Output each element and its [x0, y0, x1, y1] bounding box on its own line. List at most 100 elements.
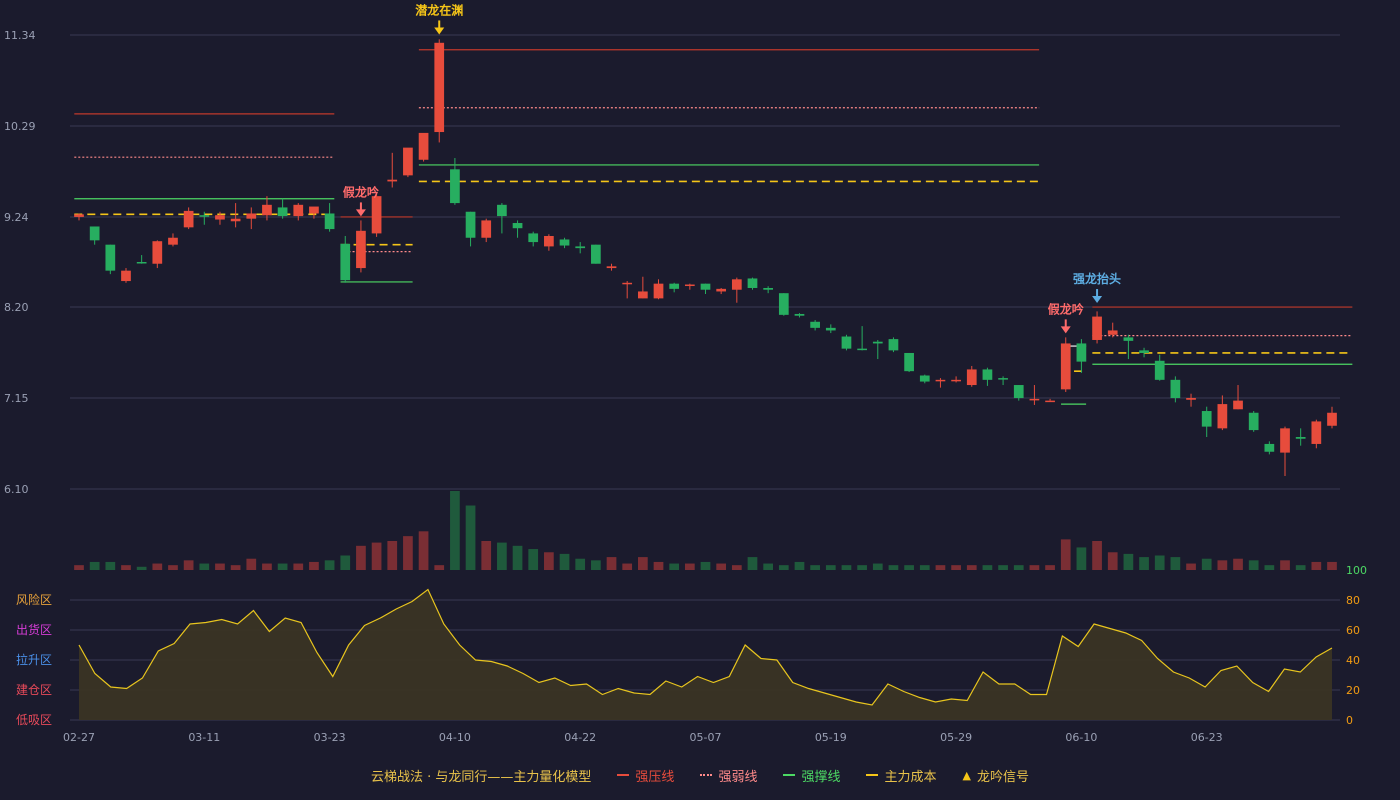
- signal-label: 假龙吟: [1048, 301, 1084, 316]
- candle-body: [575, 246, 586, 249]
- candle: [1107, 322, 1118, 338]
- candle-body: [904, 352, 914, 372]
- x-tick-label: 05-19: [815, 731, 847, 744]
- candle: [888, 337, 899, 353]
- volume-bar: [591, 560, 601, 570]
- candle-body: [528, 233, 539, 243]
- candle: [778, 293, 789, 316]
- right-tick-label: 80: [1346, 594, 1360, 607]
- candle: [716, 287, 727, 295]
- signal-marker: 假龙吟: [343, 184, 379, 217]
- candle-body: [998, 378, 1008, 380]
- candle: [622, 281, 633, 299]
- volume-bar: [1060, 539, 1071, 570]
- candle: [450, 158, 460, 205]
- candle: [497, 203, 507, 234]
- volume-bar: [637, 557, 648, 570]
- candle: [418, 132, 429, 162]
- candle: [731, 277, 742, 303]
- volume-bar: [1170, 557, 1181, 570]
- candle-body: [293, 204, 304, 217]
- candle: [168, 233, 178, 247]
- candle: [340, 236, 351, 283]
- volume-bar: [1092, 540, 1102, 570]
- candle-body: [1123, 337, 1134, 341]
- candle-body: [716, 288, 727, 292]
- candle-body: [872, 341, 883, 344]
- candle: [1295, 428, 1306, 446]
- x-tick-label: 05-07: [690, 731, 722, 744]
- candle: [966, 365, 977, 387]
- y-tick-label: 7.15: [4, 392, 29, 405]
- signal-label: 假龙吟: [343, 184, 379, 199]
- candle-body: [1060, 343, 1071, 390]
- candle: [575, 242, 586, 254]
- candle: [1248, 411, 1259, 432]
- x-axis: 02-27 03-11 03-23 04-10 04-22 05-07 05-19 05-29…: [63, 731, 1223, 744]
- candle: [653, 279, 664, 300]
- candle-body: [230, 218, 241, 222]
- candle: [481, 218, 492, 243]
- right-tick-label: 40: [1346, 654, 1360, 667]
- legend-item-support: 强撑线: [783, 766, 840, 785]
- candle-body: [1201, 411, 1212, 427]
- candle: [277, 198, 288, 219]
- volume-bar: [403, 536, 413, 570]
- volume-bar: [559, 553, 570, 570]
- signal-label: 强龙抬头: [1073, 271, 1121, 286]
- candle-body: [1217, 404, 1228, 429]
- volume-bar: [465, 505, 476, 570]
- candle: [982, 367, 993, 386]
- volume-bar: [1045, 565, 1055, 570]
- volume-bar: [1217, 560, 1228, 570]
- candle: [1060, 337, 1071, 392]
- candle-body: [559, 239, 570, 246]
- legend-model-title: 云梯战法 · 与龙同行——主力量化模型: [371, 769, 592, 785]
- volume-bar: [1295, 565, 1306, 570]
- candle-body: [841, 336, 852, 349]
- volume-bar: [340, 555, 351, 570]
- signal-marker: 潜龙在渊: [415, 2, 463, 35]
- candle: [434, 39, 445, 143]
- candle-body: [340, 243, 351, 281]
- volume-bar: [121, 565, 131, 570]
- zone-label: 建仓区: [16, 683, 52, 697]
- volume-bar: [324, 560, 335, 570]
- candle: [105, 244, 116, 275]
- candle-body: [246, 213, 257, 219]
- candle: [606, 263, 617, 271]
- volume-bar: [1029, 565, 1040, 570]
- volume-bar: [1248, 560, 1259, 570]
- candle-body: [747, 278, 758, 288]
- candle-body: [356, 230, 366, 269]
- signal-arrow-head: [1060, 326, 1071, 334]
- x-tick-label: 03-11: [188, 731, 220, 744]
- candle-body: [982, 369, 993, 380]
- zone-label: 风险区: [16, 592, 52, 607]
- candle: [810, 320, 820, 331]
- legend-item-cost: 主力成本: [866, 766, 936, 785]
- candle: [1170, 376, 1181, 403]
- candle: [1045, 398, 1055, 403]
- candle: [1233, 385, 1243, 410]
- volume-bar: [935, 565, 946, 570]
- candle: [1280, 426, 1290, 477]
- candle: [1201, 406, 1212, 438]
- volume-bar: [1311, 561, 1322, 570]
- candle-body: [1327, 412, 1337, 426]
- candle-body: [199, 215, 210, 217]
- volume-bar: [246, 558, 257, 570]
- candle-body: [1107, 330, 1118, 335]
- volume-bar: [998, 565, 1008, 570]
- signal-arrow-head: [1092, 296, 1103, 304]
- volume-bar: [951, 565, 961, 570]
- candle-body: [935, 379, 946, 382]
- volume-bar: [105, 561, 116, 570]
- candle-body: [763, 287, 774, 290]
- volume-bar: [356, 545, 366, 570]
- candle: [74, 213, 84, 221]
- candle-body: [1170, 379, 1181, 399]
- volume-bar: [371, 542, 382, 570]
- candle: [1311, 419, 1322, 449]
